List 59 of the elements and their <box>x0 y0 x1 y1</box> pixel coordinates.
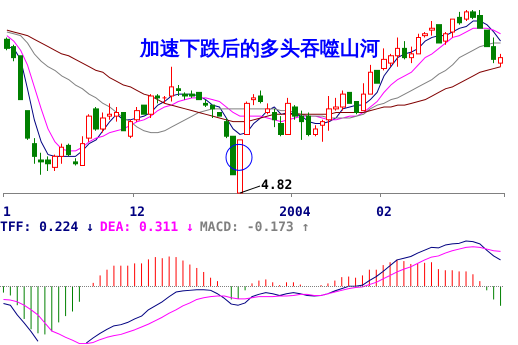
candlestick <box>436 24 442 44</box>
candlestick <box>313 124 318 137</box>
candlestick <box>258 90 263 104</box>
candlestick <box>429 20 435 36</box>
candlestick <box>176 84 181 97</box>
candlestick <box>155 94 160 104</box>
candlestick <box>320 119 325 142</box>
candlestick <box>25 110 30 140</box>
x-tick-label: 1 <box>2 205 11 220</box>
candlestick <box>80 136 85 166</box>
candlestick <box>278 116 284 137</box>
candlestick <box>203 99 208 108</box>
candlestick <box>18 55 23 100</box>
candlestick <box>217 112 222 117</box>
candlestick <box>251 94 256 106</box>
text: MACD: -0.173 ↑ <box>200 220 310 235</box>
text: TFF: 0.224 ↓ <box>0 220 94 235</box>
candlestick <box>498 53 503 68</box>
candlestick <box>368 64 373 95</box>
candlestick <box>457 11 462 26</box>
x-tick-label: 2004 <box>279 205 311 220</box>
candlestick <box>374 70 380 84</box>
candlestick <box>347 92 352 104</box>
candlestick <box>244 101 250 135</box>
x-tick-label: 12 <box>129 205 145 220</box>
candlestick <box>148 94 154 118</box>
text: DEA: 0.311 ↓ <box>100 220 194 235</box>
candlestick <box>237 139 243 194</box>
candlestick <box>272 108 277 128</box>
candlestick <box>86 114 92 142</box>
candlestick <box>450 18 455 38</box>
candlestick <box>134 106 140 122</box>
candlestick <box>443 31 448 46</box>
candlestick <box>100 112 106 134</box>
annotation: 4.82 <box>261 178 292 193</box>
candlestick <box>169 66 174 102</box>
candlestick <box>128 119 133 139</box>
candlestick <box>93 106 99 132</box>
candlestick <box>464 10 469 22</box>
candlestick <box>361 82 366 112</box>
candlestick <box>422 31 428 38</box>
candlestick <box>265 102 270 115</box>
candlestick <box>107 102 112 120</box>
candlestick <box>409 46 414 64</box>
candlestick <box>32 138 37 164</box>
candlestick <box>402 40 407 60</box>
candlestick <box>285 97 291 135</box>
candlestick <box>114 106 119 122</box>
candlestick <box>210 104 215 118</box>
x-tick-label: 02 <box>376 205 392 220</box>
text: 加速下跌后的多头吞噬山河 <box>139 36 380 60</box>
candlestick <box>416 33 421 54</box>
candlestick <box>141 104 147 115</box>
candlestick <box>66 143 71 157</box>
candlestick <box>162 96 167 104</box>
candlestick <box>354 101 359 115</box>
candlestick <box>121 112 126 132</box>
candlestick <box>306 112 311 137</box>
candlestick <box>73 158 78 166</box>
